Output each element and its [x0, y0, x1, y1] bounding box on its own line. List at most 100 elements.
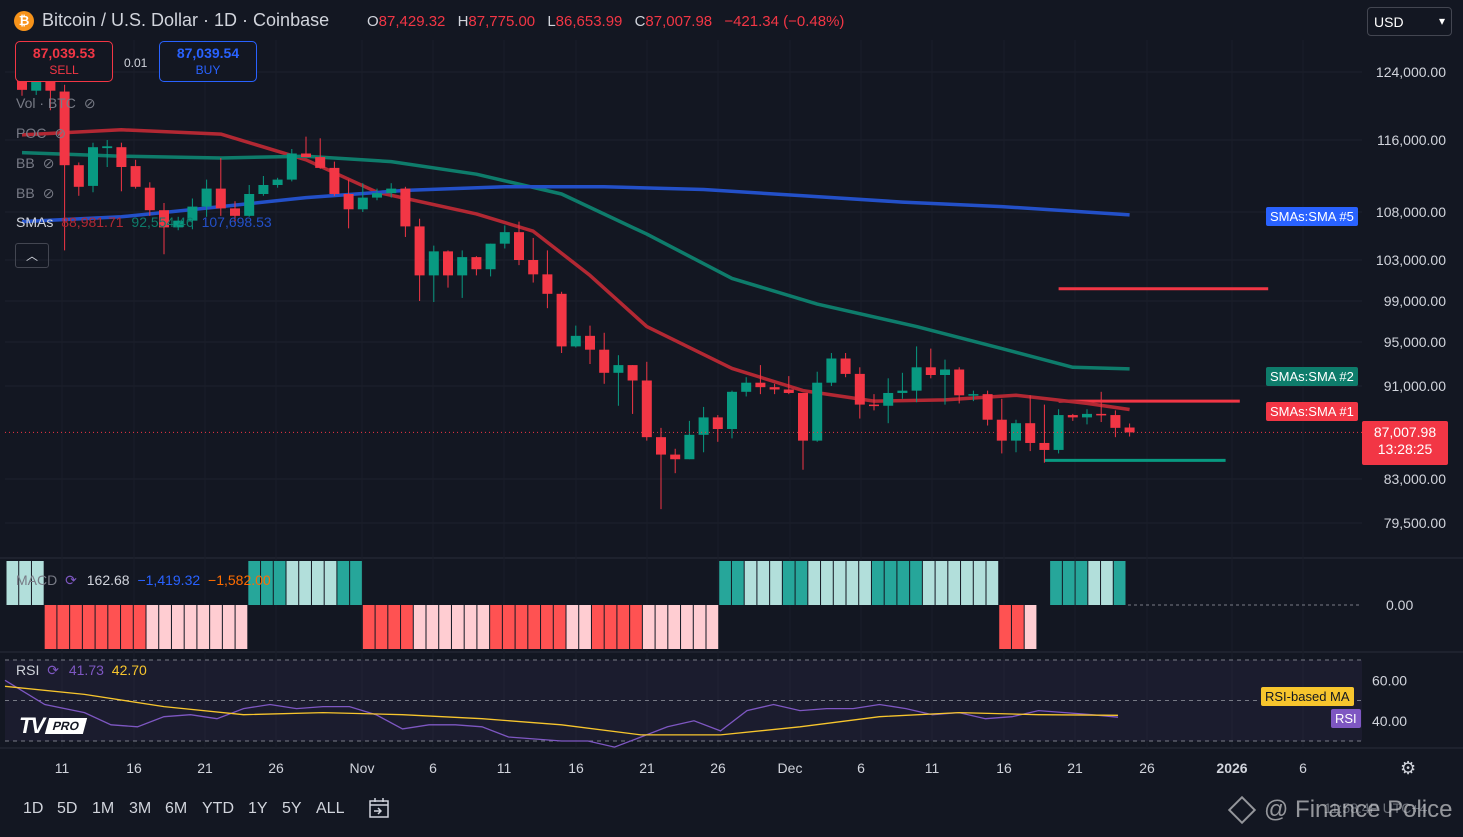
macd-histogram-bar: [770, 561, 782, 605]
sma5-tag: SMAs:SMA #5: [1266, 207, 1358, 226]
macd-histogram-bar: [401, 605, 413, 649]
time-tick-label: 11: [497, 760, 512, 776]
candle-body: [528, 260, 539, 275]
macd-histogram-bar: [617, 605, 630, 649]
eye-hidden-icon[interactable]: ⊘: [54, 125, 67, 141]
candle-body: [854, 373, 865, 405]
candle-body: [102, 146, 113, 149]
time-tick-label: 6: [429, 760, 437, 776]
macd-histogram-bar: [299, 561, 311, 605]
tradingview-logo[interactable]: TV PRO: [19, 713, 88, 739]
macd-histogram-bar: [413, 605, 426, 649]
tv-logo-mark: TV: [19, 713, 45, 738]
eye-hidden-icon[interactable]: ⊘: [42, 155, 55, 171]
macd-histogram-bar: [235, 605, 248, 649]
bb-legend-2[interactable]: BB ⊘: [16, 185, 54, 202]
macd-line-value: −1,419.32: [137, 572, 201, 588]
rsi-legend[interactable]: RSI ⟳ 41.73 42.70: [16, 662, 147, 679]
candle-body: [59, 91, 70, 166]
gear-icon[interactable]: ⚙: [1400, 758, 1417, 778]
range-1y[interactable]: 1Y: [248, 800, 268, 817]
eye-hidden-icon[interactable]: ⊘: [42, 185, 55, 201]
sma-legend[interactable]: SMAs 88,981.71 92,554.46 107,698.53: [16, 214, 272, 230]
refresh-icon: ⟳: [47, 662, 59, 678]
macd-histogram-bar: [210, 605, 222, 649]
macd-histogram-bar: [451, 605, 464, 649]
time-tick-label: Dec: [778, 760, 803, 776]
macd-histogram-bar: [986, 561, 999, 605]
candle-body: [372, 193, 382, 198]
sma-line: [21, 128, 1130, 412]
current-price-label: 87,007.98: [1373, 424, 1437, 440]
candle-body: [1011, 423, 1021, 441]
range-1m[interactable]: 1M: [92, 800, 115, 817]
symbol-header[interactable]: ₿ Bitcoin / U.S. Dollar · 1D · Coinbase: [14, 10, 329, 31]
macd-histogram-bar: [1075, 561, 1088, 605]
time-tick-label: Nov: [350, 760, 375, 776]
calendar-goto-icon[interactable]: [367, 796, 391, 820]
buy-button[interactable]: 87,039.54 BUY: [159, 41, 257, 82]
open-value: 87,429.32: [378, 13, 446, 30]
candle-body: [1053, 415, 1064, 450]
rsi-tick-label: 40.00: [1372, 713, 1407, 729]
macd-histogram-bar: [464, 605, 477, 649]
candle-body: [329, 167, 340, 194]
range-5y[interactable]: 5Y: [282, 800, 302, 817]
macd-legend[interactable]: MACD ⟳ 162.68 −1,419.32 −1,582.00: [16, 572, 271, 589]
macd-histogram-bar: [528, 605, 541, 649]
candle-body: [585, 335, 595, 350]
candle-body: [542, 274, 553, 294]
candle-body: [343, 194, 354, 210]
candle-body: [45, 78, 56, 91]
macd-histogram-bar: [948, 561, 961, 605]
pro-badge: PRO: [44, 718, 88, 734]
bb-legend-1[interactable]: BB ⊘: [16, 155, 54, 172]
watermark-logo-icon: [1227, 795, 1257, 825]
macd-signal-value: −1,582.00: [208, 572, 271, 588]
candle-body: [414, 226, 425, 276]
volume-legend[interactable]: Vol · BTC ⊘: [16, 95, 96, 112]
candle-body: [840, 358, 851, 374]
macd-label: MACD: [16, 572, 58, 588]
rsi-tag: RSI: [1331, 709, 1361, 728]
currency-select[interactable]: USD ▾: [1367, 7, 1452, 36]
range-3m[interactable]: 3M: [129, 800, 152, 817]
candle-body: [940, 369, 950, 375]
collapse-legend-button[interactable]: ︿: [15, 243, 49, 268]
range-5d[interactable]: 5D: [57, 800, 78, 817]
range-all[interactable]: ALL: [316, 800, 345, 817]
time-tick-label: 26: [268, 760, 284, 776]
macd-tick-label: 0.00: [1386, 597, 1413, 613]
candle-body: [1039, 442, 1050, 450]
macd-histogram-bar: [833, 561, 846, 605]
time-tick-label: 6: [857, 760, 865, 776]
symbol-title[interactable]: Bitcoin / U.S. Dollar · 1D · Coinbase: [42, 10, 330, 30]
macd-histogram-bar: [159, 605, 171, 649]
candle-body: [315, 157, 326, 168]
eye-hidden-icon[interactable]: ⊘: [83, 95, 96, 111]
price-axis[interactable]: 124,000.00 116,000.00 108,000.00 103,000.00…: [1376, 64, 1446, 531]
candle-body: [187, 206, 198, 221]
time-axis[interactable]: 11 16 21 26 Nov 6 11 16 21 26 Dec 6 11 16 21 26 2026 6: [55, 760, 1307, 776]
candle-body: [812, 382, 823, 441]
range-1d[interactable]: 1D: [23, 800, 44, 817]
macd-histogram-bar: [808, 561, 821, 605]
range-ytd[interactable]: YTD: [202, 800, 234, 817]
macd-histogram-bar: [44, 605, 57, 649]
poc-legend[interactable]: POC ⊘: [16, 125, 66, 142]
clock[interactable]: 11:58:4P UTC+4: [1324, 800, 1428, 816]
macd-histogram-bar: [439, 605, 451, 649]
candle-body: [613, 365, 624, 373]
refresh-icon: ⟳: [65, 572, 77, 588]
sell-button[interactable]: 87,039.53 SELL: [15, 41, 113, 82]
bb-label: BB: [16, 155, 35, 171]
range-6m[interactable]: 6M: [165, 800, 188, 817]
macd-histogram-bar: [566, 605, 579, 649]
buy-label: BUY: [195, 63, 221, 77]
rsi-value: 41.73: [68, 662, 104, 678]
candle-body: [741, 382, 752, 392]
time-tick-label: 21: [639, 760, 655, 776]
macd-histogram-bar: [477, 605, 490, 649]
macd-histogram-bar: [375, 605, 388, 649]
